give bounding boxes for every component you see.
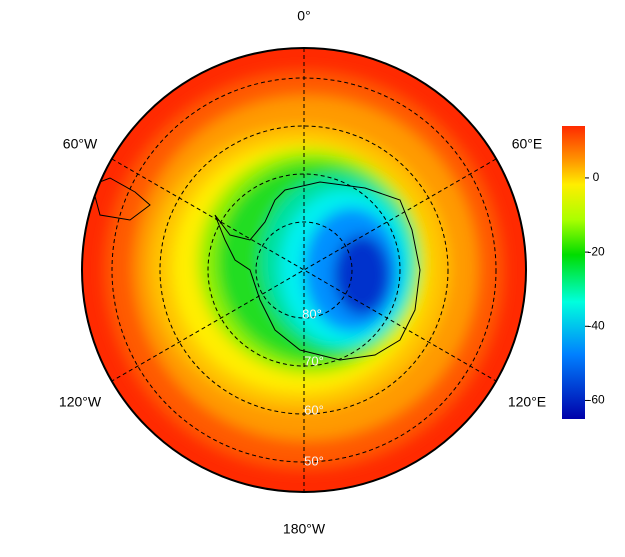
- lat-label: 60°: [304, 402, 324, 417]
- lon-label: 180°W: [283, 521, 326, 537]
- colorbar: [562, 126, 585, 419]
- lon-label: 120°W: [59, 394, 102, 410]
- lat-label: 70°: [304, 353, 324, 368]
- lat-label: 80°: [302, 306, 322, 321]
- colorbar-tick-label: 0: [593, 170, 600, 184]
- map-border: [81, 47, 527, 493]
- field: [82, 48, 526, 492]
- lon-label: 0°: [297, 8, 310, 24]
- graticule: [111, 48, 497, 492]
- lon-label: 60°E: [512, 136, 543, 152]
- lon-label: 120°E: [508, 394, 546, 410]
- colorbar-tick-label: -60: [587, 393, 605, 407]
- colorbar-tick-label: -40: [587, 318, 605, 332]
- lat-label: 50°: [304, 453, 324, 468]
- colorbar-tick-label: -20: [587, 244, 605, 258]
- labels: 0° 60°E 120°E 180°W 120°W 60°W 80° 70° 6…: [59, 8, 546, 537]
- lon-label: 60°W: [63, 136, 98, 152]
